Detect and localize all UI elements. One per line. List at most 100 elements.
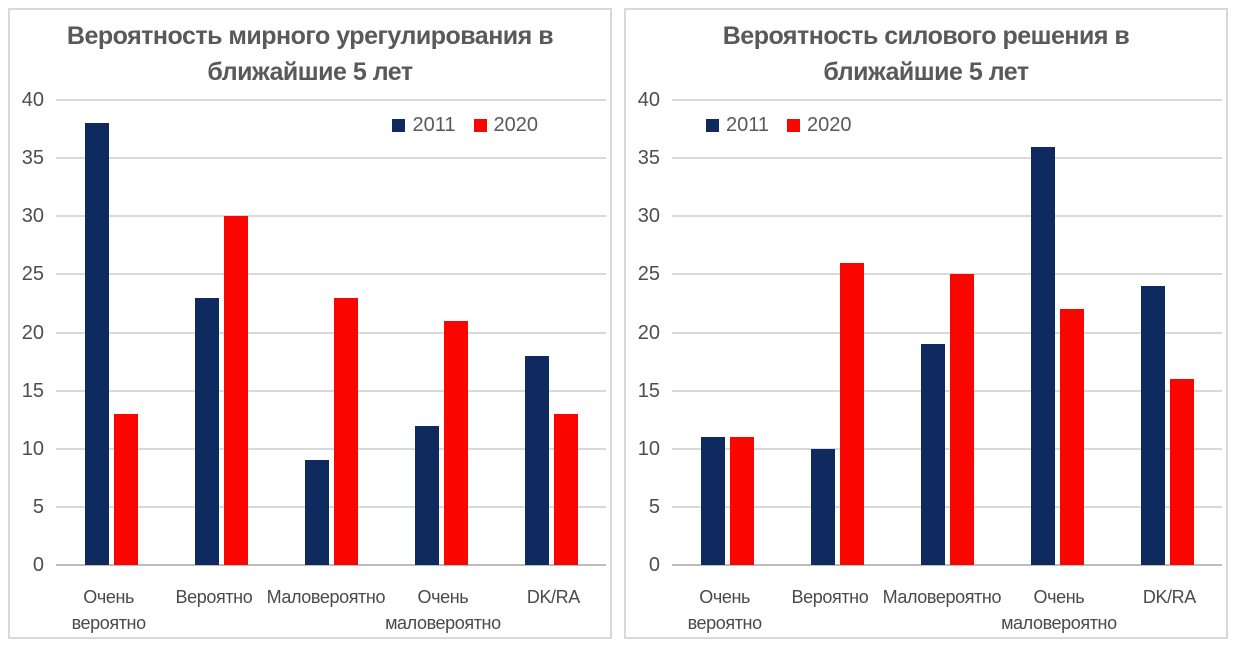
bar-2011-group-4 bbox=[1030, 146, 1055, 565]
x-axis-labels: Очень вероятно Вероятно Маловероятно Очень … bbox=[672, 584, 1222, 636]
y-axis: 0 5 10 15 20 25 30 35 40 bbox=[10, 90, 46, 575]
gridline-30 bbox=[672, 215, 1222, 218]
y-tick-label-30: 30 bbox=[637, 205, 660, 228]
bar-group-3 bbox=[892, 100, 1002, 565]
bar-group-5 bbox=[1112, 100, 1222, 565]
gridline-0 bbox=[672, 564, 1222, 566]
bar-group-2 bbox=[166, 100, 276, 565]
legend-label-2011: 2011 bbox=[412, 114, 456, 136]
x-category-label-1: Очень вероятно bbox=[71, 587, 147, 633]
gridline-15 bbox=[672, 389, 1222, 392]
y-tick-label-35: 35 bbox=[21, 147, 44, 170]
legend-swatch-2011 bbox=[706, 119, 719, 132]
bar-group-1 bbox=[672, 100, 782, 565]
bar-2011-group-2 bbox=[194, 297, 219, 565]
x-category-label-5: DK/RA bbox=[1142, 587, 1196, 607]
gridline-20 bbox=[672, 331, 1222, 334]
bar-2020-group-2 bbox=[223, 216, 248, 565]
bar-series-container bbox=[56, 100, 606, 565]
y-tick-label-5: 5 bbox=[648, 495, 660, 518]
legend-label-2011: 2011 bbox=[726, 114, 770, 136]
y-tick-label-0: 0 bbox=[32, 554, 44, 576]
y-tick-label-25: 25 bbox=[637, 263, 660, 286]
bar-group-2 bbox=[782, 100, 892, 565]
gridline-25 bbox=[56, 273, 606, 276]
gridline-35 bbox=[56, 157, 606, 160]
x-category-label-1: Очень вероятно bbox=[687, 587, 763, 633]
bar-2020-group-1 bbox=[729, 437, 754, 565]
bar-2020-group-4 bbox=[1059, 309, 1084, 565]
bar-2020-group-3 bbox=[333, 297, 358, 565]
bar-2020-group-1 bbox=[113, 413, 138, 565]
y-tick-label-20: 20 bbox=[637, 321, 660, 344]
bar-2020-group-5 bbox=[553, 413, 578, 565]
bar-2020-group-5 bbox=[1169, 379, 1194, 565]
y-tick-label-25: 25 bbox=[21, 263, 44, 286]
bar-2011-group-2 bbox=[810, 448, 835, 565]
y-tick-label-15: 15 bbox=[637, 379, 660, 402]
bar-group-1 bbox=[56, 100, 166, 565]
x-category-label-3: Маловероятно bbox=[882, 587, 1002, 607]
x-category-label-2: Вероятно bbox=[175, 587, 253, 607]
legend-swatch-2011 bbox=[392, 119, 406, 132]
y-axis: 0 5 10 15 20 25 30 35 40 bbox=[626, 90, 662, 575]
gridline-10 bbox=[672, 447, 1222, 450]
chart-title: Вероятность силового решения в ближайшие… bbox=[626, 18, 1226, 90]
gridline-40 bbox=[672, 99, 1222, 101]
y-tick-label-30: 30 bbox=[21, 205, 44, 228]
bar-group-4 bbox=[386, 100, 496, 565]
y-tick-label-20: 20 bbox=[21, 321, 44, 344]
legend-swatch-2020 bbox=[787, 119, 801, 132]
bar-2020-group-3 bbox=[949, 274, 974, 565]
y-tick-label-40: 40 bbox=[637, 89, 660, 111]
x-category-label-4: Очень маловероятно bbox=[385, 587, 501, 633]
y-tick-label-40: 40 bbox=[21, 89, 44, 111]
bar-series-container bbox=[672, 100, 1222, 565]
gridline-20 bbox=[56, 331, 606, 334]
legend-swatch-2020 bbox=[473, 119, 487, 132]
bar-group-3 bbox=[276, 100, 386, 565]
legend-item-2020: 2020 bbox=[787, 114, 852, 137]
chart-panel-peaceful-settlement: Вероятность мирного урегулирования в бли… bbox=[8, 8, 612, 639]
bar-group-4 bbox=[1002, 100, 1112, 565]
bar-2011-group-5 bbox=[1140, 286, 1165, 565]
bar-2020-group-2 bbox=[839, 262, 864, 565]
legend-item-2011: 2011 bbox=[392, 114, 456, 137]
bar-2011-group-5 bbox=[524, 355, 549, 565]
legend-item-2011: 2011 bbox=[706, 114, 769, 137]
gridline-35 bbox=[672, 157, 1222, 160]
plot-area bbox=[56, 99, 606, 566]
y-tick-label-10: 10 bbox=[21, 437, 44, 460]
gridline-10 bbox=[56, 447, 606, 450]
gridline-0 bbox=[56, 564, 606, 566]
bar-group-5 bbox=[496, 100, 606, 565]
chart-title: Вероятность мирного урегулирования в бли… bbox=[10, 18, 610, 90]
gridline-30 bbox=[56, 215, 606, 218]
plot-area bbox=[672, 99, 1222, 566]
chart-title-text: Вероятность силового решения в ближайшие… bbox=[722, 22, 1130, 86]
bar-2011-group-4 bbox=[414, 425, 439, 565]
gridline-5 bbox=[672, 505, 1222, 508]
bar-2020-group-4 bbox=[443, 320, 468, 565]
x-category-label-3: Маловероятно bbox=[266, 587, 386, 607]
legend-label-2020: 2020 bbox=[807, 114, 852, 136]
y-tick-label-5: 5 bbox=[32, 495, 44, 518]
y-tick-label-35: 35 bbox=[637, 147, 660, 170]
y-tick-label-10: 10 bbox=[637, 437, 660, 460]
gridline-25 bbox=[672, 273, 1222, 276]
x-category-label-5: DK/RA bbox=[526, 587, 580, 607]
chart-legend: 2011 2020 bbox=[706, 114, 852, 137]
gridline-5 bbox=[56, 505, 606, 508]
chart-panel-forceful-solution: Вероятность силового решения в ближайшие… bbox=[624, 8, 1228, 639]
legend-label-2020: 2020 bbox=[493, 114, 539, 136]
gridline-15 bbox=[56, 389, 606, 392]
bar-2011-group-1 bbox=[700, 437, 725, 565]
gridline-40 bbox=[56, 99, 606, 101]
chart-title-text: Вероятность мирного урегулирования в бли… bbox=[66, 22, 554, 86]
bar-2011-group-1 bbox=[84, 123, 109, 565]
x-category-label-4: Очень маловероятно bbox=[1001, 587, 1117, 633]
y-tick-label-0: 0 bbox=[648, 554, 660, 576]
bar-2011-group-3 bbox=[304, 460, 329, 565]
x-category-label-2: Вероятно bbox=[791, 587, 869, 607]
